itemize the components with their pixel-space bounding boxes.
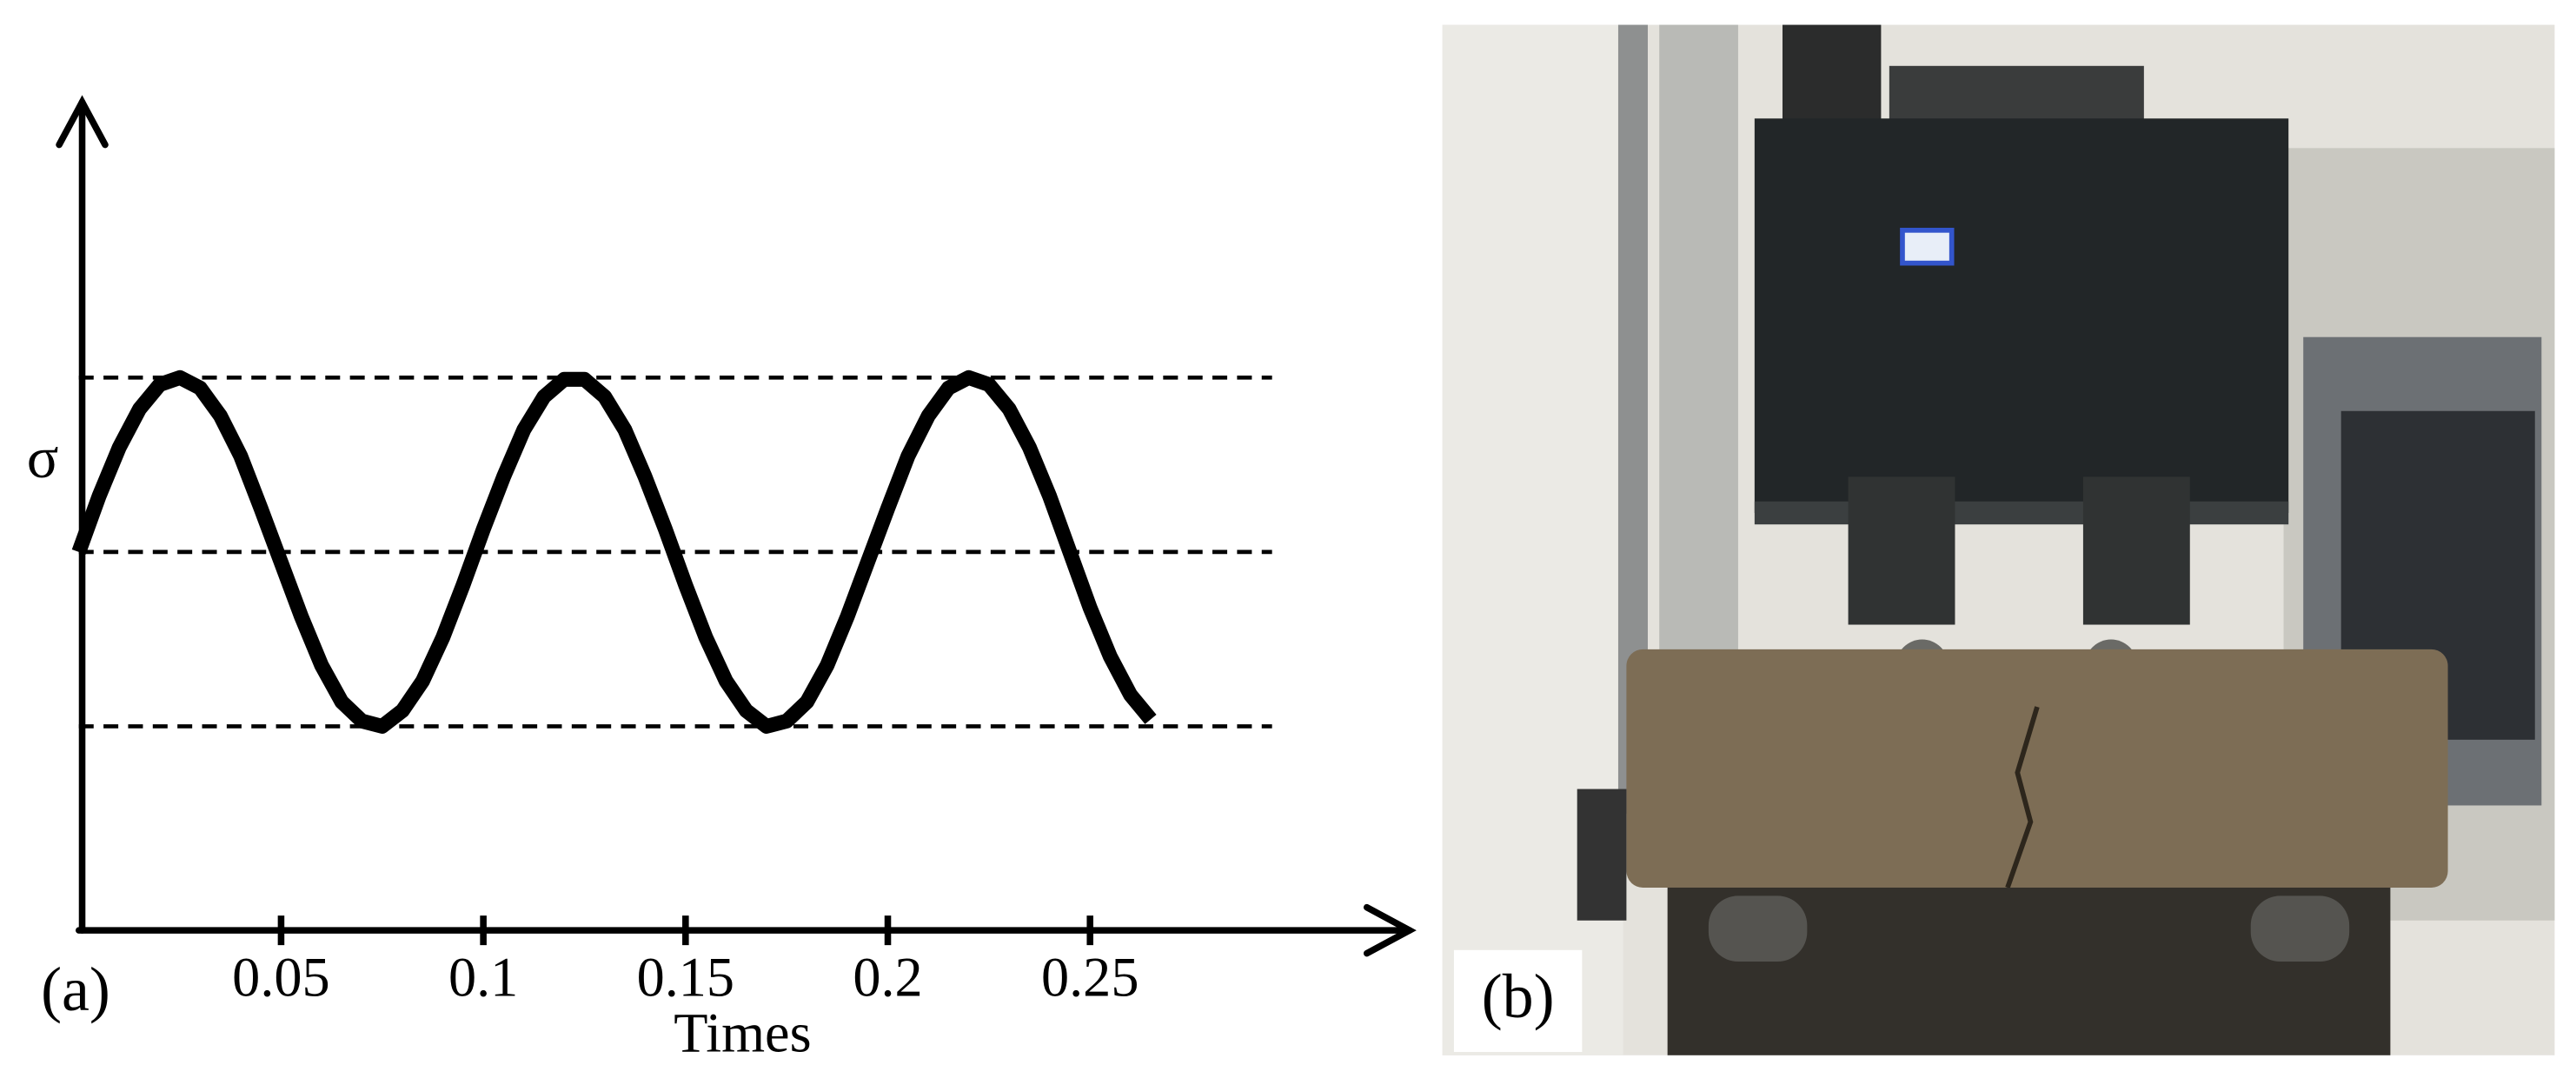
data-line xyxy=(71,369,1157,734)
loading-head xyxy=(1848,476,1955,625)
photo-panel: (b) xyxy=(1442,24,2555,1055)
x-tick-label: 0.2 xyxy=(853,946,922,1008)
x-tick-label: 0.15 xyxy=(637,946,734,1008)
chart-panel: σ Times (a) 0.05 0.1 0.15 0.2 0.25 xyxy=(27,95,1417,1064)
crack xyxy=(2005,706,2040,889)
y-axis-label: σ xyxy=(27,424,59,490)
steel-block xyxy=(1754,118,2289,513)
support xyxy=(2250,895,2350,962)
x-tick-label: 0.25 xyxy=(1041,946,1139,1008)
sensor xyxy=(1577,789,1627,921)
support xyxy=(1708,895,1808,962)
soil-beam xyxy=(1626,649,2448,888)
steel-plate xyxy=(1754,501,2289,525)
x-tick-label: 0.1 xyxy=(448,946,518,1008)
panel-label-box xyxy=(1453,949,1583,1052)
x-axis-label: Times xyxy=(674,1002,811,1064)
x-axis-arrow xyxy=(1363,903,1417,957)
marker xyxy=(1900,228,1955,266)
x-tick-label: 0.05 xyxy=(232,946,329,1008)
y-axis-arrow xyxy=(56,95,109,149)
panel-label: (b) xyxy=(1482,962,1555,1031)
panel-label: (a) xyxy=(41,955,110,1024)
loading-head xyxy=(2082,476,2190,625)
